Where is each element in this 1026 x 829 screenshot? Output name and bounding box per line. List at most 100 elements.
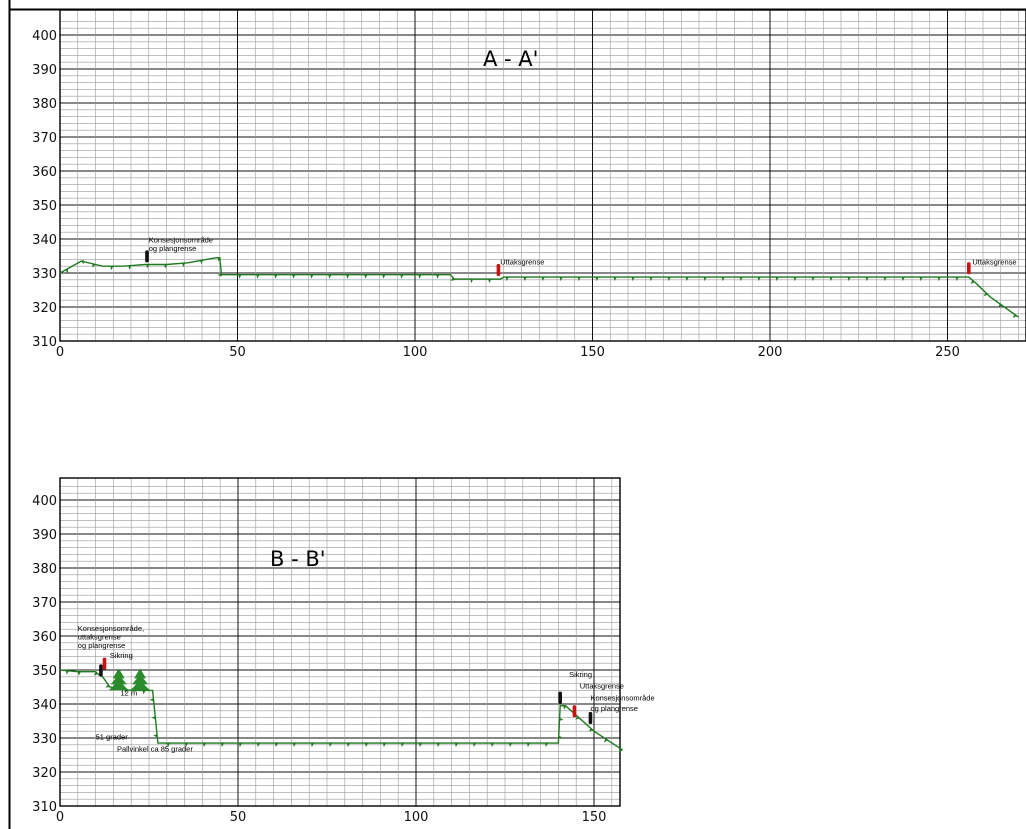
annotation-label: uttaksgrense (78, 632, 121, 641)
y-tick-label: 350 (32, 199, 57, 214)
y-tick-label: 360 (32, 165, 57, 180)
y-tick-label: 350 (32, 664, 57, 679)
terrain-hatch-mark (365, 743, 368, 748)
tree-icon (108, 680, 129, 691)
terrain-hatch-mark (545, 743, 548, 748)
terrain-hatch-mark (685, 277, 689, 282)
y-tick-label: 340 (32, 233, 57, 248)
terrain-hatch-mark (559, 717, 564, 721)
terrain-hatch-mark (488, 279, 492, 284)
terrain-hatch-mark (775, 277, 779, 282)
chart-title: A - A' (483, 47, 538, 71)
y-tick-label: 380 (32, 97, 57, 112)
annotation-label: Konsesjonsområde, (78, 624, 144, 633)
terrain-hatch-mark (149, 698, 154, 702)
terrain-hatch-mark (128, 265, 132, 270)
tree-icon (130, 680, 151, 691)
annotation-label: og plangrense (149, 244, 197, 253)
boundary-marker (572, 705, 577, 718)
terrain-hatch-mark (595, 277, 599, 282)
terrain-hatch-mark (739, 277, 743, 282)
x-tick-label: 50 (229, 345, 246, 360)
terrain-hatch-mark (292, 274, 296, 279)
terrain-hatch-mark (105, 684, 110, 688)
terrain-hatch-mark (419, 743, 422, 748)
terrain-hatch-mark (328, 274, 332, 279)
terrain-hatch-mark (577, 277, 581, 282)
boundary-marker (102, 657, 107, 670)
annotation-label: og plangrense (78, 641, 126, 650)
terrain-hatch-mark (883, 277, 887, 282)
y-tick-label: 320 (32, 766, 57, 781)
terrain-hatch-mark (217, 257, 221, 262)
terrain-hatch-mark (200, 260, 203, 265)
terrain-hatch-mark (998, 303, 1003, 308)
terrain-hatch-mark (275, 743, 278, 748)
terrain-hatch-mark (631, 277, 635, 282)
terrain-hatch-mark (257, 743, 260, 748)
terrain-hatch-mark (364, 274, 368, 279)
terrain-hatch-mark (450, 277, 455, 281)
terrain-hatch-mark (401, 743, 404, 748)
x-tick-label: 0 (56, 810, 64, 825)
terrain-hatch-mark (1012, 314, 1017, 318)
terrain-hatch-mark (274, 274, 278, 279)
terrain-hatch-mark (153, 734, 158, 738)
boundary-marker (967, 262, 971, 275)
terrain-hatch-mark (509, 743, 512, 748)
terrain-hatch-mark (649, 277, 653, 282)
terrain-hatch-mark (239, 743, 242, 748)
y-tick-label: 330 (32, 267, 57, 282)
terrain-hatch-mark (185, 743, 188, 748)
terrain-hatch-mark (436, 274, 440, 279)
terrain-hatch-mark (65, 268, 68, 274)
annotation-label: 51 grader (96, 733, 129, 742)
x-tick-label: 100 (404, 810, 429, 825)
tree-icon (134, 668, 147, 679)
terrain-hatch-mark (603, 738, 608, 743)
terrain-hatch-mark (81, 259, 84, 265)
terrain-hatch-mark (293, 743, 296, 748)
annotation-label: Konsesjonsområde (149, 235, 213, 244)
chart-title: B - B' (270, 547, 326, 571)
terrain-hatch-mark (563, 705, 567, 710)
y-tick-label: 370 (32, 596, 57, 611)
annotation-label: Uttaksgrense (500, 258, 544, 267)
terrain-hatch-mark (167, 743, 170, 748)
terrain-hatch-mark (970, 280, 975, 284)
plot-border (59, 477, 621, 807)
boundary-marker (558, 691, 562, 704)
terrain-hatch-mark (418, 274, 422, 279)
terrain-hatch-mark (491, 743, 494, 748)
y-tick-label: 390 (32, 63, 57, 78)
terrain-hatch-mark (311, 743, 314, 748)
annotation-label: Uttaksgrense (972, 258, 1016, 267)
terrain-hatch-mark (613, 277, 617, 282)
terrain-hatch-mark (523, 277, 527, 282)
x-tick-label: 250 (935, 345, 960, 360)
y-tick-label: 360 (32, 630, 57, 645)
y-tick-label: 390 (32, 528, 57, 543)
terrain-hatch-mark (221, 743, 224, 748)
x-tick-label: 100 (403, 345, 428, 360)
terrain-hatch-mark (473, 743, 476, 748)
tree-icon (110, 674, 127, 685)
terrain-hatch-mark (703, 277, 707, 282)
terrain-hatch-mark (382, 274, 386, 279)
x-tick-label: 150 (580, 345, 605, 360)
terrain-hatch-mark (865, 277, 869, 282)
annotation-label: Konsesjonsområde (590, 694, 654, 703)
boundary-marker (145, 250, 149, 263)
terrain-hatch-mark (347, 743, 350, 748)
y-tick-label: 320 (32, 301, 57, 316)
terrain-hatch-mark (238, 274, 242, 279)
terrain-hatch-mark (983, 292, 988, 297)
annotation-label: Uttaksgrense (580, 682, 624, 691)
plot-area (60, 10, 1026, 341)
terrain-hatch-mark (151, 716, 156, 720)
terrain-hatch-mark (667, 277, 671, 282)
terrain-hatch-mark (110, 266, 114, 271)
terrain-hatch-mark (93, 671, 98, 676)
